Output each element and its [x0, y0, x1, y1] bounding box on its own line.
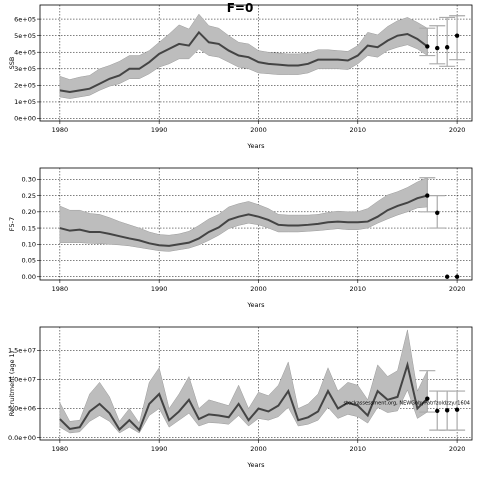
x-tick-label: 1980: [52, 126, 69, 134]
panel-ssb: 1980 1990 2000 2010 2020 0e+00 1e+05 2e+05 3e+05…: [8, 4, 473, 150]
x-axis-label: Years: [246, 301, 265, 309]
figure-title: F=0: [227, 1, 254, 15]
y-tick-label: 1e+05: [14, 98, 36, 106]
y-tick-label: 0.15: [22, 224, 36, 232]
y-tick-label: 0.05: [22, 257, 36, 265]
y-tick-label: 0.10: [22, 240, 36, 248]
x-tick-label: 2010: [350, 445, 367, 453]
y-tick-label: 5.0e+06: [8, 405, 36, 413]
y-tick-label: 0.00: [22, 273, 36, 281]
chart-annotation: stockassessment.org, NEWGobyPatrfzoldzzy…: [344, 400, 470, 406]
y-tick-label: 1.0e+07: [8, 376, 36, 384]
projection-point: [454, 33, 460, 38]
y-tick-label: 3e+05: [14, 65, 36, 73]
x-tick-label: 1990: [151, 126, 168, 134]
x-tick-label: 2000: [250, 126, 267, 134]
projection-point: [454, 407, 460, 412]
panel-recruitment: 1980 1990 2000 2010 2020 0.0e+00 5.0e+06 1.0e+0…: [8, 326, 473, 469]
y-axis-label: F5-7: [8, 217, 16, 231]
y-tick-label: 2e+05: [14, 82, 36, 90]
y-axis-label: Recruitment (age 1): [8, 351, 16, 416]
projection-point: [444, 45, 450, 50]
y-tick-label: 0.0e+00: [8, 434, 36, 442]
x-tick-label: 2020: [449, 126, 466, 134]
panel-fishing-mortality: 1980 1990 2000 2010 2020 0.00 0.05 0.10 0.15 0.20…: [8, 167, 473, 309]
y-tick-label: 0e+00: [14, 115, 36, 123]
x-axis-label: Years: [246, 142, 265, 150]
projection-point: [425, 396, 430, 401]
projection-point: [444, 274, 450, 279]
plot-frame: [39, 326, 473, 441]
y-tick-label: 6e+05: [14, 15, 36, 23]
projection-point: [435, 210, 440, 215]
x-axis-label: Years: [246, 461, 265, 469]
confidence-band: [59, 329, 428, 434]
y-tick-label: 0.30: [22, 176, 36, 184]
projection-point: [444, 408, 450, 413]
projection-point: [435, 408, 440, 414]
projection-point: [425, 193, 430, 198]
projection-point: [425, 44, 430, 49]
series-line: [59, 30, 428, 94]
projection-point: [435, 45, 440, 51]
x-tick-label: 1990: [151, 445, 168, 453]
series-line: [59, 361, 429, 432]
x-tick-label: 2000: [250, 445, 267, 453]
x-tick-label: 1980: [52, 285, 69, 293]
x-tick-label: 1980: [52, 445, 69, 453]
projection-point: [454, 274, 460, 279]
x-tick-label: 2000: [250, 285, 267, 293]
y-tick-label: 1.5e+07: [8, 346, 36, 354]
x-tick-label: 2020: [449, 445, 466, 453]
x-tick-label: 2010: [350, 126, 367, 134]
y-axis-label: SSB: [8, 57, 16, 70]
x-tick-label: 2010: [350, 285, 367, 293]
y-tick-label: 0.20: [22, 208, 36, 216]
y-tick-label: 4e+05: [14, 48, 36, 56]
y-tick-label: 0.25: [22, 192, 36, 200]
x-tick-label: 2020: [449, 285, 466, 293]
series-line: [59, 194, 428, 247]
y-tick-label: 5e+05: [14, 32, 36, 40]
plot-frame: [39, 167, 473, 281]
x-tick-label: 1990: [151, 285, 168, 293]
plot-frame: [39, 4, 473, 122]
